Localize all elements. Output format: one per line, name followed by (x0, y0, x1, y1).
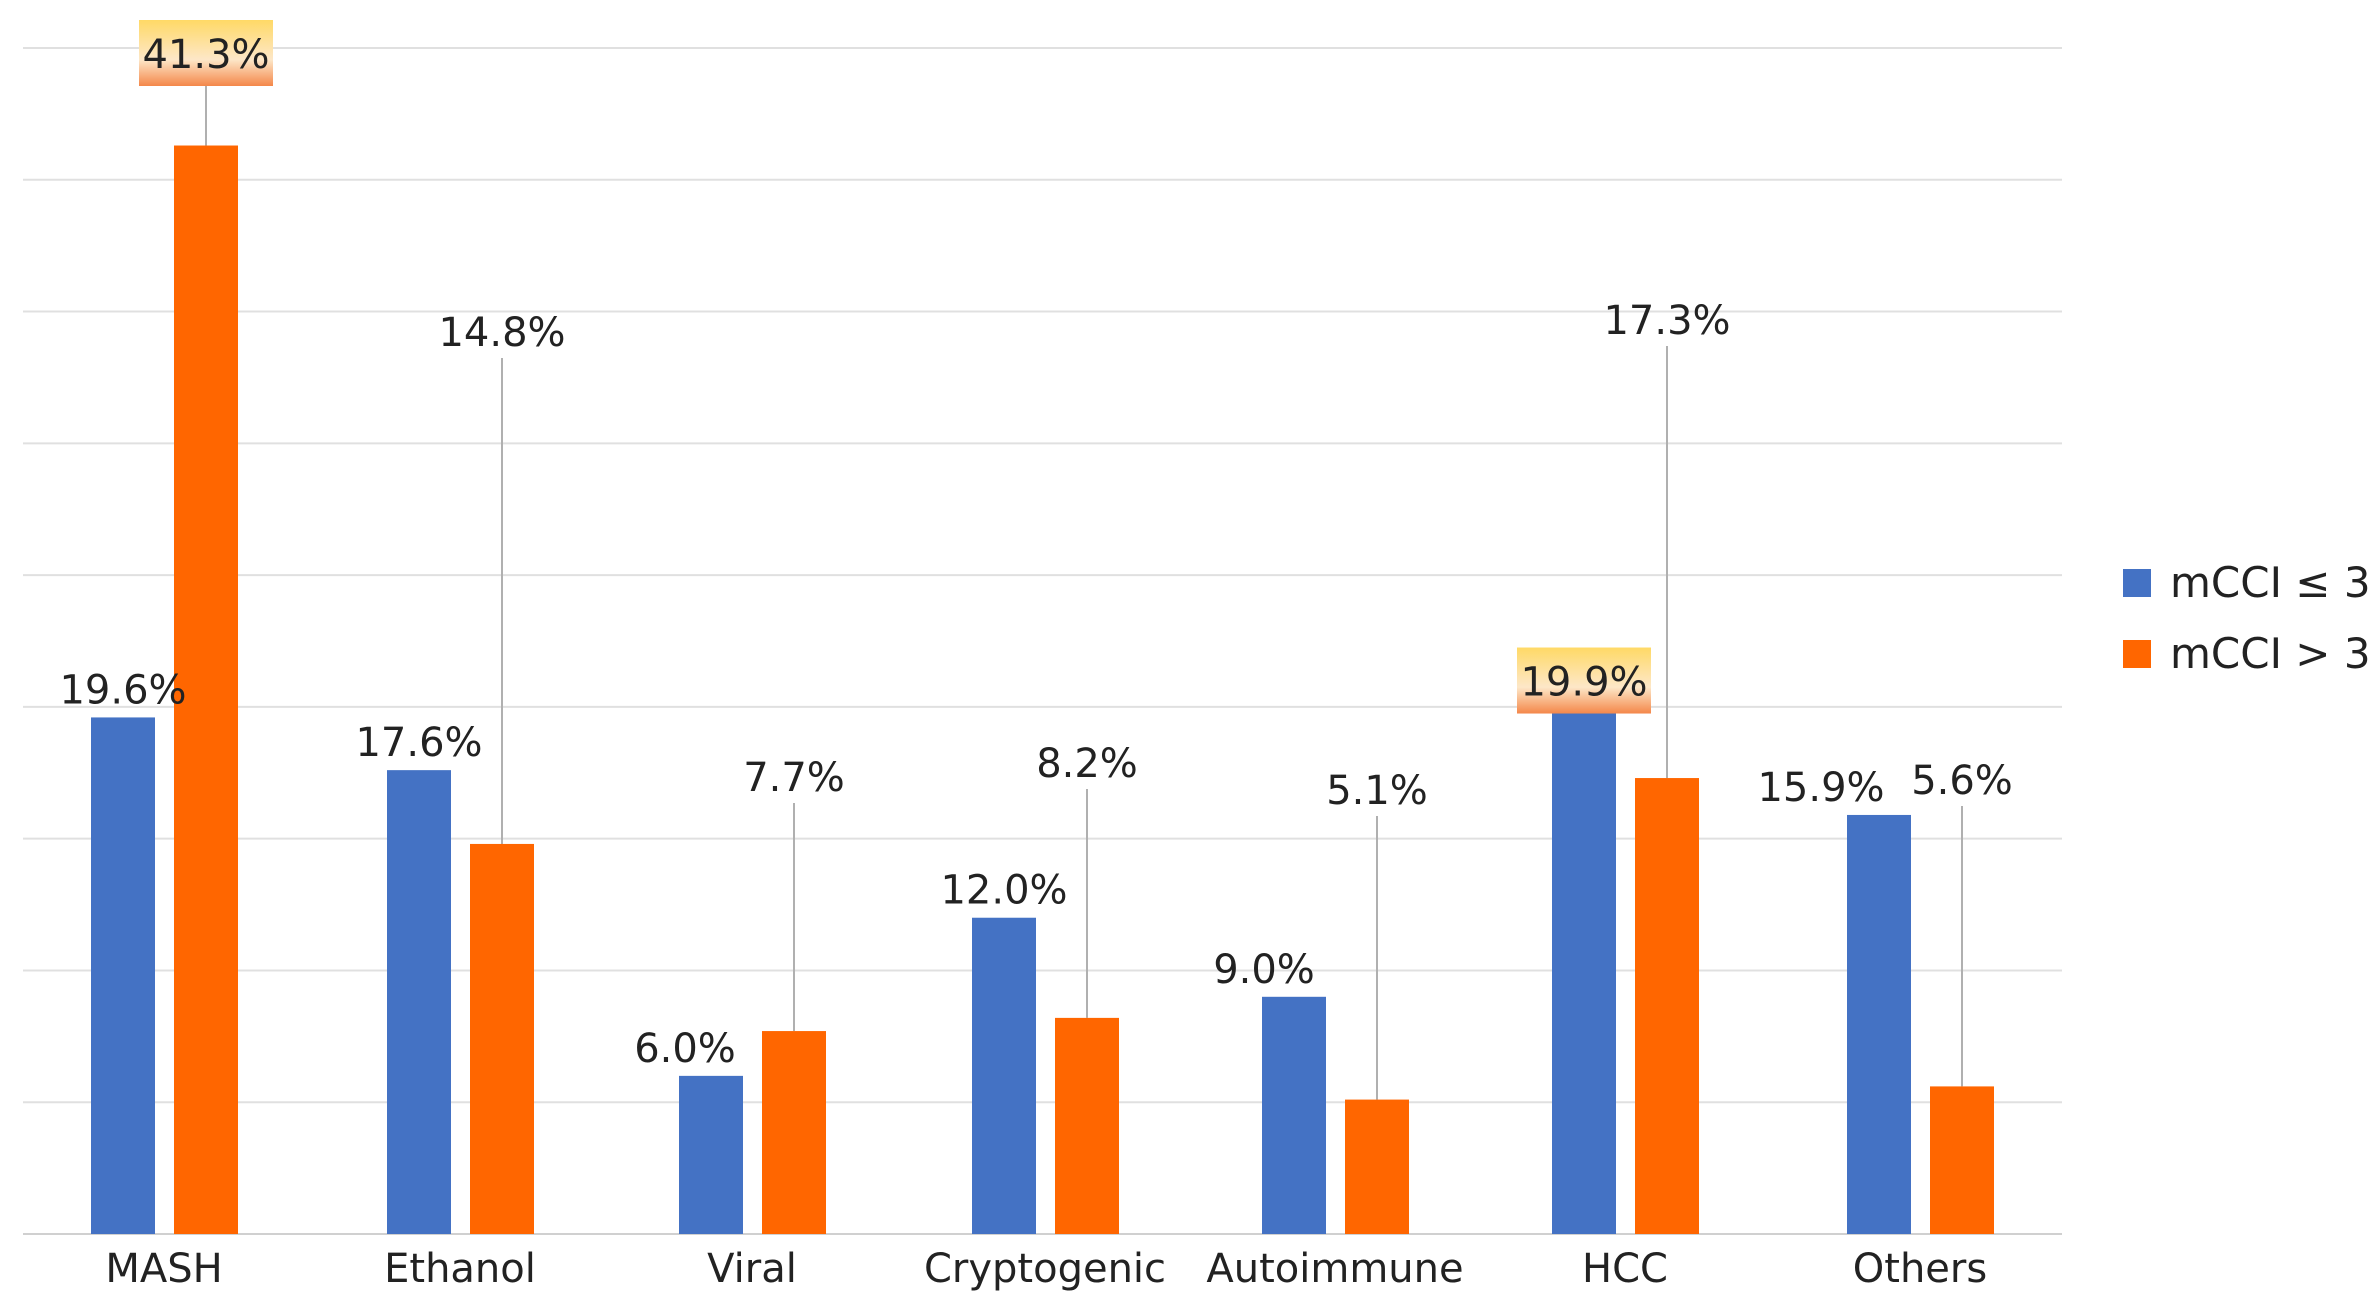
leader-lines (205, 80, 1963, 1100)
bar-mcci-gt-3 (1930, 1086, 1994, 1234)
bars (91, 145, 1994, 1235)
data-label: 5.1% (1326, 768, 1428, 814)
highlight-box (139, 20, 273, 86)
highlight-box (1517, 647, 1651, 714)
data-label: 19.6% (59, 667, 186, 713)
legend-label-mcci-le-3: mCCI ≤ 3 (2170, 558, 2371, 607)
legend-swatch-mcci-gt-3 (2123, 640, 2151, 668)
bar-mcci-le-3 (1262, 996, 1326, 1234)
category-label: MASH (105, 1246, 222, 1292)
data-label: 14.8% (438, 310, 565, 356)
bar-mcci-gt-3 (174, 145, 238, 1235)
category-labels: MASH Ethanol Viral Cryptogenic Autoimmune HCC… (105, 1246, 1987, 1292)
bar-mcci-gt-3 (1055, 1017, 1119, 1234)
legend-swatch-mcci-le-3 (2123, 569, 2151, 597)
bar-mcci-le-3 (91, 717, 155, 1234)
bar-mcci-gt-3 (1635, 778, 1699, 1234)
category-label: Autoimmune (1206, 1246, 1463, 1292)
bar-mcci-le-3 (387, 770, 451, 1234)
legend: mCCI ≤ 3 mCCI > 3 (2123, 558, 2371, 678)
data-label: 17.3% (1603, 298, 1730, 344)
bar-mcci-le-3 (1552, 709, 1616, 1234)
legend-label-mcci-gt-3: mCCI > 3 (2170, 629, 2371, 678)
category-label: Viral (707, 1246, 797, 1292)
category-label: Others (1853, 1246, 1987, 1292)
data-label: 19.9% (1520, 660, 1647, 706)
bar-mcci-le-3 (972, 917, 1036, 1234)
bar-mcci-le-3 (1847, 814, 1911, 1234)
data-label: 12.0% (940, 868, 1067, 914)
data-label: 15.9% (1757, 765, 1884, 811)
category-label: Ethanol (384, 1246, 536, 1292)
data-label: 6.0% (634, 1026, 736, 1072)
data-label: 7.7% (743, 755, 845, 801)
data-label: 9.0% (1213, 947, 1315, 993)
data-label: 5.6% (1911, 758, 2013, 804)
data-labels: 19.6% 41.3% 17.6% 14.8% 6.0% 7.7% 12.0% 8.2% 9.0… (59, 20, 2013, 1072)
bar-mcci-gt-3 (762, 1031, 826, 1234)
gridlines (23, 47, 2062, 1235)
bar-mcci-gt-3 (470, 843, 534, 1234)
category-label: Cryptogenic (924, 1246, 1166, 1292)
category-label: HCC (1582, 1246, 1668, 1292)
data-label: 41.3% (142, 32, 269, 78)
bar-mcci-gt-3 (1345, 1099, 1409, 1234)
bar-mcci-le-3 (679, 1075, 743, 1234)
data-label: 17.6% (355, 720, 482, 766)
data-label: 8.2% (1036, 741, 1138, 787)
